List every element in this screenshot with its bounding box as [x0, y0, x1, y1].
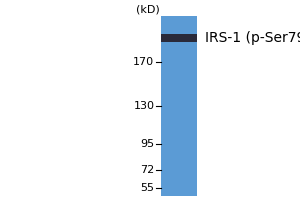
Text: 130: 130 — [134, 101, 154, 111]
Text: 72: 72 — [140, 165, 154, 175]
Text: IRS-1 (p-Ser794): IRS-1 (p-Ser794) — [205, 31, 300, 45]
Bar — [161, 16, 197, 196]
Bar — [161, 34, 197, 42]
Text: 170: 170 — [133, 57, 154, 67]
Text: (kD): (kD) — [136, 5, 159, 15]
Text: 55: 55 — [140, 183, 154, 193]
Text: 95: 95 — [140, 139, 154, 149]
